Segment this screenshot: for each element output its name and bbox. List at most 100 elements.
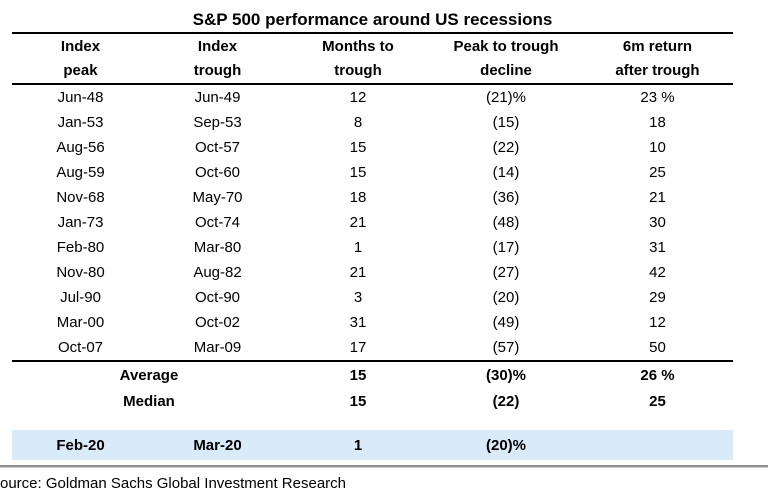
table-cell: 8 [353, 114, 363, 131]
table-cell: 50 [649, 339, 666, 356]
table-cell: (22) [492, 392, 520, 410]
table-cell: Sep-53 [193, 114, 242, 131]
header-line: peak [63, 62, 98, 79]
spacer-row [12, 414, 733, 430]
table-cell: Feb-80 [56, 239, 105, 256]
table-cell: 23 % [640, 89, 675, 106]
table-cell: 21 [349, 214, 367, 231]
recession-table: Index peak Index trough Months to trough… [12, 32, 733, 460]
header-line: decline [480, 62, 532, 79]
table-cell [582, 430, 733, 460]
header-line: Index [60, 38, 101, 55]
table-cell: (48) [492, 214, 520, 231]
table-cell: (21)% [485, 89, 526, 106]
table-cell: Oct-74 [194, 214, 240, 231]
table-cell: 18 [349, 189, 367, 206]
table-cell: Nov-68 [56, 189, 105, 206]
table-cell: Mar-09 [193, 339, 242, 356]
header-line: Peak to trough [453, 38, 559, 55]
table-cell: 1 [353, 239, 363, 256]
table-row: Jan-73 Oct-74 21 (48) 30 [12, 210, 733, 235]
table-cell: Jul-90 [60, 289, 101, 306]
table-cell: 12 [649, 314, 666, 331]
table-cell: 15 [349, 164, 367, 181]
table-cell: Jan-73 [57, 214, 104, 231]
table-cell: Jan-53 [57, 114, 104, 131]
table-cell: 12 [349, 89, 367, 106]
table-row: Feb-80 Mar-80 1 (17) 31 [12, 235, 733, 260]
table-row: Mar-00 Oct-02 31 (49) 12 [12, 310, 733, 335]
table-cell: Feb-20 [12, 430, 149, 460]
table-cell: (20) [492, 289, 520, 306]
table-cell: 15 [286, 360, 430, 388]
table-cell: (30)% [430, 360, 582, 388]
table-cell: 25 [649, 164, 666, 181]
table-cell: 21 [349, 264, 367, 281]
table-cell: Aug-59 [56, 164, 105, 181]
table-cell: 15 [349, 392, 367, 410]
table-cell: Oct-90 [194, 289, 240, 306]
table-row: Aug-59 Oct-60 15 (14) 25 [12, 160, 733, 185]
table-row: Jul-90 Oct-90 3 (20) 29 [12, 285, 733, 310]
summary-section: Average 15 (30)% 26 % Median 15 (22) 25 … [12, 360, 733, 460]
table-cell: 3 [353, 289, 363, 306]
average-label: Average [12, 360, 286, 388]
table-cell: 42 [649, 264, 666, 281]
table-row: Jan-53 Sep-53 8 (15) 18 [12, 110, 733, 135]
table-cell: (20)% [430, 430, 582, 460]
table-cell: (49) [492, 314, 520, 331]
table-cell: Mar-20 [149, 430, 286, 460]
header-line: Months to [322, 38, 394, 55]
table-cell: Aug-56 [56, 139, 105, 156]
header-line: trough [193, 62, 242, 79]
average-row: Average 15 (30)% 26 % [12, 360, 733, 388]
median-label: Median [123, 392, 175, 410]
table-cell: (15) [492, 114, 520, 131]
table-cell: (27) [492, 264, 520, 281]
table-cell: Mar-80 [193, 239, 242, 256]
table-row: Oct-07 Mar-09 17 (57) 50 [12, 335, 733, 361]
table-cell: (17) [492, 239, 520, 256]
col-header-index-trough: Index trough [149, 33, 286, 85]
header-row: Index peak Index trough Months to trough… [12, 33, 733, 85]
table-cell: (57) [492, 339, 520, 356]
table-cell: 1 [286, 430, 430, 460]
table-cell: Oct-02 [194, 314, 240, 331]
table-cell: 29 [649, 289, 666, 306]
table-row: Aug-56 Oct-57 15 (22) 10 [12, 135, 733, 160]
source-attribution: ource: Goldman Sachs Global Investment R… [0, 475, 347, 492]
table-cell: 17 [349, 339, 367, 356]
table-row: Nov-68 May-70 18 (36) 21 [12, 185, 733, 210]
spacer-cell [12, 414, 733, 430]
page-title: S&P 500 performance around US recessions [192, 10, 553, 29]
table-cell: 30 [649, 214, 666, 231]
table-cell: Nov-80 [56, 264, 105, 281]
bottom-divider [0, 465, 768, 468]
table-cell: 25 [649, 392, 666, 410]
table-header: Index peak Index trough Months to trough… [12, 33, 733, 85]
table-cell: 21 [649, 189, 666, 206]
table-row: Jun-48 Jun-49 12 (21)% 23 % [12, 84, 733, 110]
table-cell: Aug-82 [193, 264, 242, 281]
highlight-row: Feb-20 Mar-20 1 (20)% [12, 430, 733, 460]
header-line: after trough [615, 62, 700, 79]
table-cell: 18 [649, 114, 666, 131]
header-line: trough [334, 62, 382, 79]
table-body: Jun-48 Jun-49 12 (21)% 23 % Jan-53 Sep-5… [12, 84, 733, 361]
table-cell: 31 [349, 314, 367, 331]
col-header-peak-to-trough-decline: Peak to trough decline [430, 33, 582, 85]
table-cell: Oct-57 [194, 139, 240, 156]
col-header-index-peak: Index peak [12, 33, 149, 85]
header-line: Index [197, 38, 238, 55]
table-cell: (22) [492, 139, 520, 156]
table-cell: 31 [649, 239, 666, 256]
table-cell: Oct-60 [194, 164, 240, 181]
col-header-6m-return: 6m return after trough [582, 33, 733, 85]
table-cell: 15 [349, 139, 367, 156]
table-cell: Mar-00 [56, 314, 105, 331]
table-cell: May-70 [192, 189, 243, 206]
table-cell: (14) [492, 164, 520, 181]
table-cell: 26 % [582, 360, 733, 388]
table-cell: Oct-07 [57, 339, 103, 356]
